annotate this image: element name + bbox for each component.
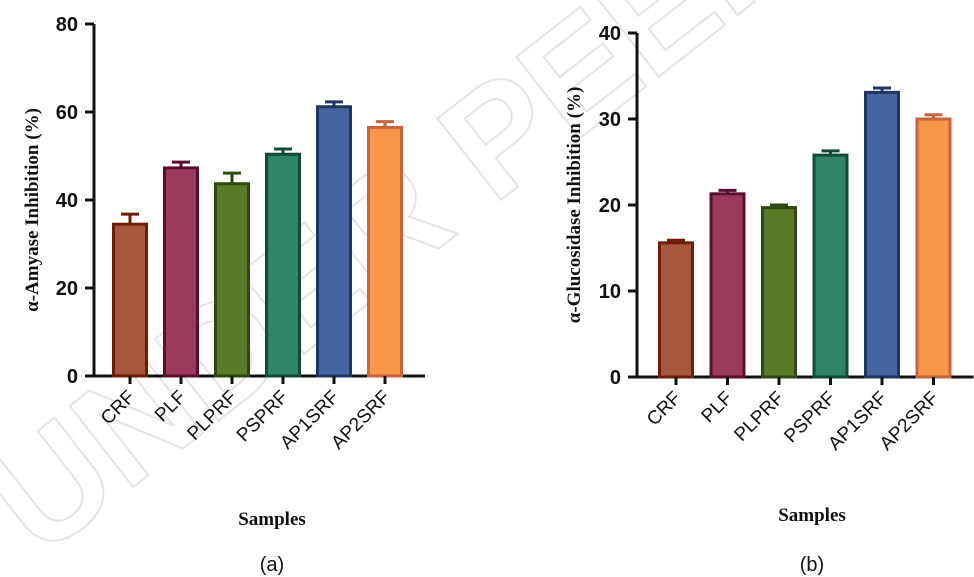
chart-panel-b: α-Glucosidase Inhibition (%) Samples (b)… bbox=[564, 23, 974, 576]
chart-b-ylabel: α-Glucosidase Inhibition (%) bbox=[564, 87, 585, 324]
chart-b-ytick-label: 10 bbox=[599, 281, 621, 303]
chart-b-panel-label: (b) bbox=[800, 554, 824, 576]
chart-a-bar-plf bbox=[163, 166, 199, 378]
chart-a-ytick-label: 60 bbox=[56, 102, 78, 124]
chart-a-ytick-label: 0 bbox=[67, 366, 78, 388]
chart-b-bar-psprf bbox=[812, 153, 849, 379]
chart-b-ytick-label: 0 bbox=[610, 367, 621, 389]
chart-b-ytick-label: 30 bbox=[599, 109, 621, 131]
chart-b-bar-plf bbox=[709, 192, 746, 379]
chart-b-ytick-label: 20 bbox=[599, 195, 621, 217]
chart-a-ytick-label: 40 bbox=[56, 190, 78, 212]
chart-a-bar-psprf bbox=[265, 152, 301, 378]
chart-b-bar-ap2srf bbox=[915, 117, 952, 379]
chart-a-ytick-label: 80 bbox=[56, 14, 78, 36]
chart-a-xlabel: Samples bbox=[238, 509, 306, 530]
chart-b-bar-plprf bbox=[761, 206, 797, 379]
chart-a-panel-label: (a) bbox=[260, 554, 284, 576]
chart-b-bar-ap1srf bbox=[864, 90, 900, 379]
chart-b-bar-crf bbox=[658, 241, 694, 379]
chart-a-bar-crf bbox=[112, 222, 148, 378]
chart-a-bar-ap2srf bbox=[367, 125, 403, 378]
chart-b-category-label: PLF bbox=[698, 388, 737, 427]
chart-b-category-label: PLPRF bbox=[730, 388, 788, 446]
chart-b-ytick-label: 40 bbox=[599, 23, 621, 45]
chart-a-ylabel: α-Amyase Inhibition (%) bbox=[22, 108, 43, 312]
chart-b-category-label: CRF bbox=[643, 388, 685, 430]
chart-b-xlabel: Samples bbox=[778, 505, 846, 526]
chart-a-ytick-label: 20 bbox=[56, 278, 78, 300]
chart-a-bar-ap1srf bbox=[316, 105, 352, 378]
chart-a-bar-plprf bbox=[214, 182, 250, 378]
